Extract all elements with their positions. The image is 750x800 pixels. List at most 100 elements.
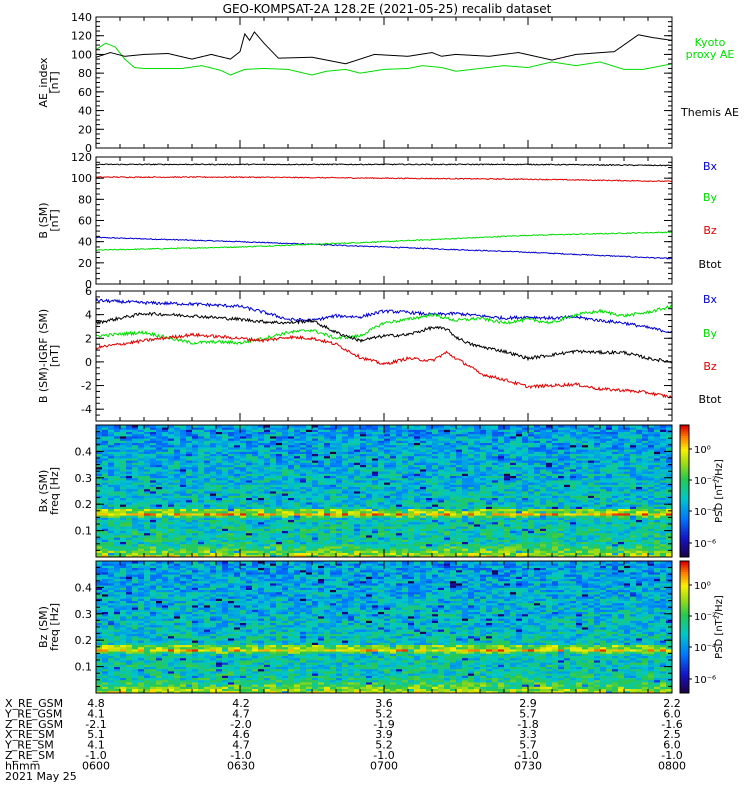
spectrogram-cell [426,453,433,457]
spectrogram-cell [468,464,475,468]
spectrogram-cell [264,499,271,503]
spectrogram-cell [330,535,337,538]
spectrogram-cell [294,469,301,472]
spectrogram-cell [366,517,373,520]
spectrogram-cell [414,477,421,481]
spectrogram-cell [180,462,187,465]
spectrogram-cell [180,554,187,558]
spectrogram-cell [414,499,421,503]
spectrogram-cell [456,510,463,514]
spectrogram-cell [174,543,181,547]
spectrogram-cell [372,543,379,547]
spectrogram-cell [534,436,541,439]
spectrogram-cell [198,469,205,472]
spectrogram-cell [450,449,457,452]
spectrogram-cell [330,502,337,505]
spectrogram-cell [492,546,499,549]
spectrogram-cell [228,429,235,432]
spectrogram-cell [432,495,439,498]
spectrogram-cell [540,438,547,441]
spectrogram-cell [534,526,541,529]
spectrogram-cell [366,471,373,474]
spectrogram-cell [96,519,103,523]
spectrogram-cell [204,440,211,443]
spectrogram-cell [468,510,475,514]
spectrogram-cell [336,480,343,483]
spectrogram-cell [192,508,199,512]
spectrogram-cell [486,537,493,540]
spectrogram-cell [132,425,139,428]
spectrogram-cell [210,425,217,428]
spectrogram-cell [534,515,541,518]
spectrogram-cell [456,548,463,551]
y-tick-label: 6 [85,285,92,298]
spectrogram-cell [438,464,445,468]
spectrogram-cell [192,480,199,483]
spectrogram-cell [438,486,445,490]
spectrogram-cell [192,510,199,514]
spectrogram-cell [102,482,109,485]
spectrogram-cell [156,436,163,439]
spectrogram-cell [258,475,265,479]
spectrogram-cell [210,537,217,540]
y-tick-label: 0 [85,142,92,155]
spectrogram-cell [282,543,289,547]
spectrogram-cell [168,480,175,483]
spectrogram-cell [204,482,211,485]
spectrogram-cell [174,537,181,540]
spectrogram-cell [492,444,499,448]
spectrogram-cell [252,486,259,490]
spectrogram-cell [120,429,127,432]
spectrogram-cell [258,499,265,503]
spectrogram-cell [210,504,217,507]
spectrogram-cell [462,482,469,485]
spectrogram-cell [450,506,457,509]
spectrogram-cell [390,449,397,452]
spectrogram-cell [462,480,469,483]
spectrogram-cell [282,539,289,542]
spectrogram-cell [258,453,265,457]
spectrogram-cell [504,546,511,549]
spectrogram-cell [186,460,193,463]
spectrogram-cell [324,510,331,514]
spectrogram-cell [540,539,547,542]
spectrogram-cell [492,495,499,498]
spectrogram-cell [504,513,511,516]
spectrogram-cell [228,504,235,507]
spectrogram-cell [132,521,139,525]
spectrogram-cell [312,453,319,457]
spectrogram-cell [240,460,247,463]
spectrogram-cell [456,477,463,481]
spectrogram-cell [180,539,187,542]
spectrogram-cell [306,541,313,545]
spectrogram-cell [288,493,295,496]
spectrogram-cell [168,508,175,512]
spectrogram-cell [294,495,301,498]
spectrogram-cell [462,508,469,512]
spectrogram-cell [438,532,445,536]
spectrogram-cell [354,427,361,430]
spectrogram-cell [252,484,259,487]
spectrogram-cell [522,528,529,531]
spectrogram-cell [300,537,307,540]
spectrogram-cell [102,453,109,457]
spectrogram-cell [162,447,169,450]
spectrogram-cell [318,469,325,472]
spectrogram-cell [420,436,427,439]
spectrogram-cell [420,513,427,516]
spectrogram-cell [468,495,475,498]
spectrogram-cell [156,541,163,545]
spectrogram-cell [462,440,469,443]
spectrogram-cell [132,526,139,529]
spectrogram-cell [552,554,559,558]
spectrogram-cell [288,497,295,501]
spectrogram-cell [204,539,211,542]
spectrogram-cell [258,535,265,538]
spectrogram-cell [348,451,355,454]
spectrogram-cell [504,438,511,441]
spectrogram-cell [120,499,127,503]
spectrogram-cell [510,554,517,558]
spectrogram-cell [384,526,391,529]
spectrogram-cell [318,427,325,430]
spectrogram-cell [108,455,115,459]
